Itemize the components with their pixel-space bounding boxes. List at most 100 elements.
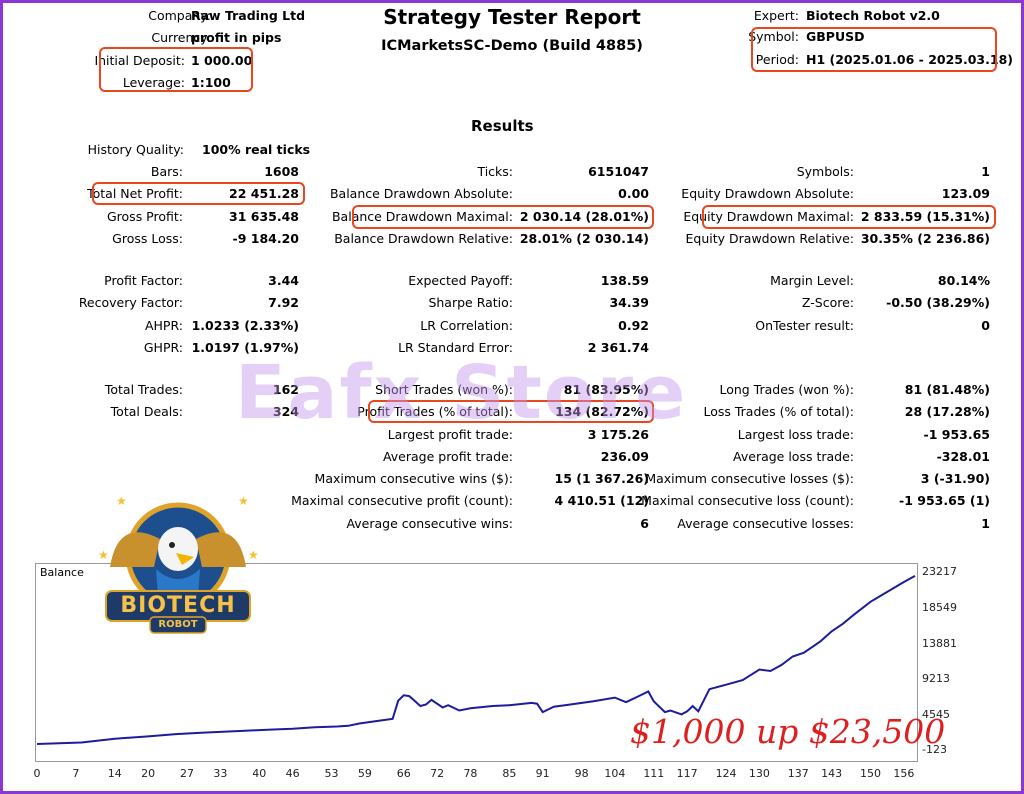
stat-value: 81 (83.95%) (563, 382, 649, 397)
stat-label: Largest loss trade: (737, 427, 854, 442)
stat-value: 30.35% (2 236.86) (860, 231, 990, 246)
page-title: Strategy Tester Report (383, 5, 641, 29)
watermark-text: Eafx Store (235, 350, 688, 436)
stat-label: Balance Drawdown Absolute: (329, 186, 513, 201)
stat-value: 162 (272, 382, 299, 397)
stat-label: Long Trades (won %): (719, 382, 854, 397)
stat-value: 3.44 (268, 273, 299, 288)
symbol-value: GBPUSD (806, 29, 865, 44)
stat-label: LR Correlation: (420, 318, 513, 333)
badge-title: BIOTECH (120, 593, 236, 618)
stat-value: 6151047 (588, 164, 649, 179)
stat-value: 123.09 (941, 186, 990, 201)
promo-text: $1,000 up $23,500 (630, 712, 946, 751)
currency-label: Currency: (151, 30, 211, 45)
stat-value: 4 410.51 (12) (554, 493, 649, 508)
stat-label: Short Trades (won %): (375, 382, 513, 397)
stat-value: 28.01% (2 030.14) (519, 231, 649, 246)
stat-value: 2 030.14 (28.01%) (519, 209, 649, 224)
history-quality-label: History Quality: (87, 142, 184, 157)
x-tick-label: 117 (676, 767, 698, 780)
stat-label: LR Standard Error: (398, 340, 513, 355)
stat-value: 2 361.74 (587, 340, 649, 355)
stat-value: -0.50 (38.29%) (886, 295, 990, 310)
stat-label: AHPR: (144, 318, 183, 333)
stat-value: 7.92 (268, 295, 299, 310)
badge-subtitle: ROBOT (158, 619, 198, 630)
stat-label: Total Net Profit: (87, 186, 183, 201)
profit-trades-highlight (368, 400, 654, 423)
stat-value: 3 175.26 (587, 427, 649, 442)
svg-text:★: ★ (238, 497, 249, 508)
stat-value: 28 (17.28%) (904, 404, 990, 419)
stat-value: 2 833.59 (15.31%) (860, 209, 990, 224)
history-quality-value: 100% real ticks (202, 142, 311, 157)
stat-label: Balance Drawdown Maximal: (331, 209, 513, 224)
stat-label: Average profit trade: (382, 449, 513, 464)
stat-value: -9 184.20 (232, 231, 299, 246)
y-tick-label: -123 (922, 743, 947, 757)
period-label: Period: (755, 52, 799, 67)
svg-text:★: ★ (98, 548, 109, 562)
stat-value: 34.39 (609, 295, 649, 310)
x-tick-label: 156 (893, 767, 915, 780)
deposit-highlight (99, 47, 253, 92)
stat-label: Expected Payoff: (408, 273, 513, 288)
x-tick-label: 137 (787, 767, 809, 780)
x-tick-label: 46 (285, 767, 300, 780)
y-tick-label: 23217 (922, 565, 957, 579)
stat-label: Maximal consecutive loss (count): (641, 493, 854, 508)
results-heading: Results (471, 117, 534, 135)
x-tick-label: 78 (463, 767, 478, 780)
stat-value: 81 (81.48%) (904, 382, 990, 397)
deposit-label: Initial Deposit: (94, 53, 185, 68)
balance-line (36, 575, 916, 745)
expert-label: Expert: (753, 8, 799, 23)
stat-label: Maximum consecutive wins ($): (314, 471, 513, 486)
stat-label: Total Trades: (104, 382, 183, 397)
x-tick-label: 130 (748, 767, 770, 780)
y-tick-label: 18549 (922, 600, 957, 614)
stat-label: Gross Loss: (112, 231, 183, 246)
stat-value: 31 635.48 (229, 209, 299, 224)
y-tick-label: 13881 (922, 636, 957, 650)
stat-label: Average loss trade: (733, 449, 854, 464)
stat-value: 0 (981, 318, 990, 333)
symbol-label: Symbol: (748, 29, 799, 44)
x-tick-label: 104 (604, 767, 626, 780)
stat-value: 324 (272, 404, 299, 419)
stat-label: Equity Drawdown Absolute: (681, 186, 854, 201)
stat-label: Balance Drawdown Relative: (334, 231, 513, 246)
y-tick-label: 9213 (922, 672, 950, 686)
deposit-value: 1 000.00 (191, 53, 253, 68)
symbol-period-highlight (751, 27, 997, 72)
x-tick-label: 111 (643, 767, 665, 780)
x-tick-label: 124 (715, 767, 737, 780)
x-tick-label: 85 (502, 767, 517, 780)
x-tick-label: 53 (324, 767, 339, 780)
x-tick-label: 91 (535, 767, 550, 780)
company-value: Raw Trading Ltd (191, 8, 306, 23)
x-tick-label: 66 (396, 767, 411, 780)
leverage-label: Leverage: (122, 75, 185, 90)
stat-value: 1 (981, 516, 990, 531)
stat-label: Average consecutive wins: (346, 516, 513, 531)
y-tick-label: 4545 (922, 707, 950, 721)
x-tick-label: 7 (72, 767, 80, 780)
x-tick-label: 40 (252, 767, 267, 780)
x-tick-label: 59 (357, 767, 372, 780)
page-subtitle: ICMarketsSC-Demo (Build 4885) (381, 38, 643, 54)
stat-value: -328.01 (936, 449, 990, 464)
stat-value: 138.59 (600, 273, 649, 288)
stat-label: Loss Trades (% of total): (703, 404, 854, 419)
currency-value: profit in pips (191, 30, 282, 45)
stat-value: 6 (640, 516, 649, 531)
stat-value: 22 451.28 (229, 186, 299, 201)
stat-label: Profit Trades (% of total): (357, 404, 513, 419)
x-tick-label: 20 (141, 767, 156, 780)
stat-label: Recovery Factor: (78, 295, 183, 310)
stat-label: Total Deals: (110, 404, 183, 419)
stat-value: 1.0197 (1.97%) (191, 340, 299, 355)
